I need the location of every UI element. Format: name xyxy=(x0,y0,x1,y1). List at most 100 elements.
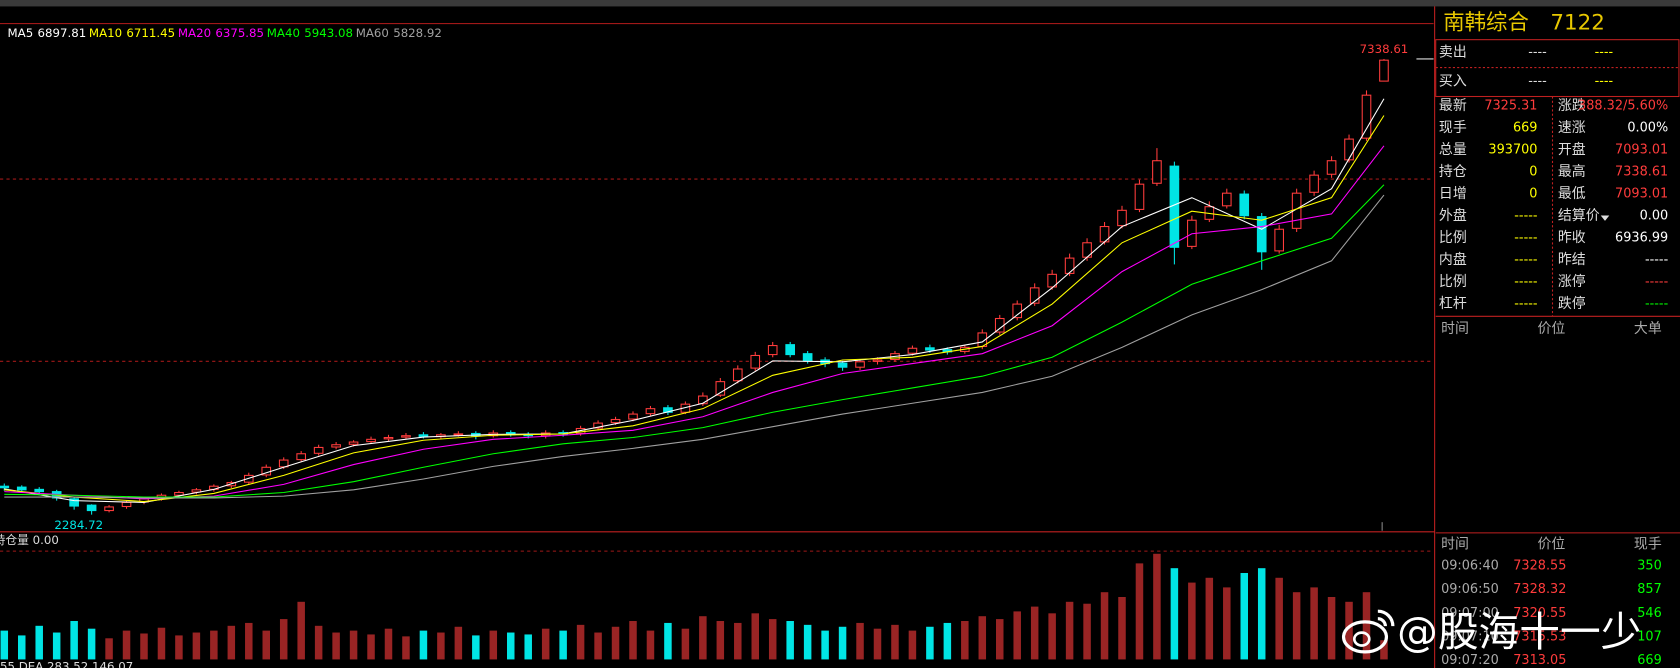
volume-bar xyxy=(943,622,952,660)
legend-entry: MA20 6375.85 xyxy=(178,26,264,40)
candle-body xyxy=(994,317,1005,333)
volume-bar xyxy=(1362,592,1371,660)
volume-bar xyxy=(559,630,567,660)
candle-body xyxy=(453,433,464,436)
candle-body xyxy=(383,436,394,440)
volume-bar xyxy=(367,634,375,660)
watermark: @股海十一少 xyxy=(1341,608,1641,656)
volume-bar xyxy=(314,625,323,660)
volume-bar xyxy=(87,628,96,660)
quote-label: 比例 xyxy=(1439,230,1467,246)
quote-value: ----- xyxy=(1645,253,1669,268)
quote-label: 速涨 xyxy=(1558,120,1586,136)
volume-bar xyxy=(838,626,847,660)
quote-label: 现手 xyxy=(1439,120,1467,136)
quote-value: ----- xyxy=(1514,231,1538,246)
volume-bar xyxy=(157,627,166,660)
dropdown-arrow[interactable] xyxy=(1600,215,1610,221)
volume-bar xyxy=(664,622,672,660)
volume-bar xyxy=(629,621,637,660)
candle-body xyxy=(837,362,848,368)
volume-bar xyxy=(1065,601,1074,660)
volume-bar xyxy=(1205,577,1214,660)
quote-label: 昨收 xyxy=(1558,230,1586,246)
volume-bar xyxy=(122,630,131,660)
volume-bar xyxy=(1380,640,1388,660)
volume-bar xyxy=(873,628,882,660)
volume-bar xyxy=(961,621,969,660)
candle-body xyxy=(1047,273,1057,288)
legend-entry: MA5 6897.81 xyxy=(8,26,87,40)
legend-name: MA5 xyxy=(8,26,34,40)
tick-cell: 669 xyxy=(1637,653,1662,668)
plot: MA5 6897.81 MA10 6711.45 MA20 6375.85 MA40 5943… xyxy=(0,26,1408,660)
volume-bar xyxy=(1188,582,1196,660)
volume-bar xyxy=(18,635,26,660)
volume-bar xyxy=(0,630,9,660)
sell-label: 卖出 xyxy=(1439,45,1467,61)
quote-label: 涨停 xyxy=(1558,273,1586,290)
ma-line xyxy=(4,194,1385,499)
volume-bar xyxy=(472,635,480,660)
tick-cell: 7328.32 xyxy=(1513,582,1566,597)
candle-body xyxy=(296,453,307,461)
volume-bar xyxy=(1083,603,1091,660)
candle-body xyxy=(593,422,603,429)
candle-body xyxy=(191,489,202,493)
weibo-icon-eye xyxy=(1352,631,1371,647)
legend-name: MA40 xyxy=(267,26,300,40)
candle-body xyxy=(1344,138,1354,161)
volume-bar xyxy=(105,638,113,660)
volume-bar xyxy=(1030,606,1039,660)
candle-body xyxy=(331,444,341,448)
legend-value: 5943.08 xyxy=(304,26,353,40)
volume-bar xyxy=(1345,601,1353,660)
quote-label: 最高 xyxy=(1558,163,1586,180)
tick-cell: 107 xyxy=(1637,629,1662,644)
volume-bar xyxy=(524,634,532,660)
volume-bar xyxy=(1153,553,1161,660)
candle-body xyxy=(610,418,621,424)
weibo-icon-waves xyxy=(1377,609,1395,627)
candle-body xyxy=(69,498,79,507)
volume-bar xyxy=(297,601,305,660)
candle-body xyxy=(401,435,411,438)
legend-value: 5828.92 xyxy=(393,26,442,40)
candle-body xyxy=(121,501,132,508)
tick-cell: 7320.55 xyxy=(1513,606,1566,621)
volume-bar xyxy=(751,613,759,660)
quote-value: ----- xyxy=(1645,296,1669,311)
legend-name: MA60 xyxy=(356,26,389,40)
volume-bar xyxy=(507,632,515,660)
legend-value: 6897.81 xyxy=(38,26,87,40)
ma-line xyxy=(4,145,1385,500)
volume-bar xyxy=(926,626,934,660)
quote-value: 6936.99 xyxy=(1615,231,1668,246)
candle-body xyxy=(104,506,114,512)
tick-cell: 546 xyxy=(1637,606,1662,621)
volume-bar xyxy=(140,633,148,660)
candle-body xyxy=(1309,174,1319,193)
volume-bar xyxy=(1292,592,1301,660)
volume-bar xyxy=(489,630,498,660)
legend-value: 6375.85 xyxy=(215,26,264,40)
candle-body xyxy=(1361,94,1372,139)
quote-label: 比例 xyxy=(1439,274,1467,290)
candle-body xyxy=(1379,59,1389,82)
candle-body xyxy=(418,434,429,438)
quote-label: 开盘 xyxy=(1558,141,1586,158)
candle-body xyxy=(872,359,883,362)
buy-price: ---- xyxy=(1528,74,1547,89)
column-header: 价位 xyxy=(1538,537,1566,553)
quote-value: ----- xyxy=(1645,274,1669,289)
quote-value: ----- xyxy=(1514,274,1538,289)
low-label: 2284.72 xyxy=(54,518,103,532)
quote-code: 7122 xyxy=(1550,11,1605,36)
volume-bar xyxy=(1257,568,1266,660)
volume-bar xyxy=(1223,587,1231,660)
volume-bar xyxy=(786,621,794,660)
volume-bar xyxy=(768,619,777,660)
legend-entry: MA40 5943.08 xyxy=(267,26,353,40)
tick-cell: 09:07:00 xyxy=(1441,606,1499,621)
